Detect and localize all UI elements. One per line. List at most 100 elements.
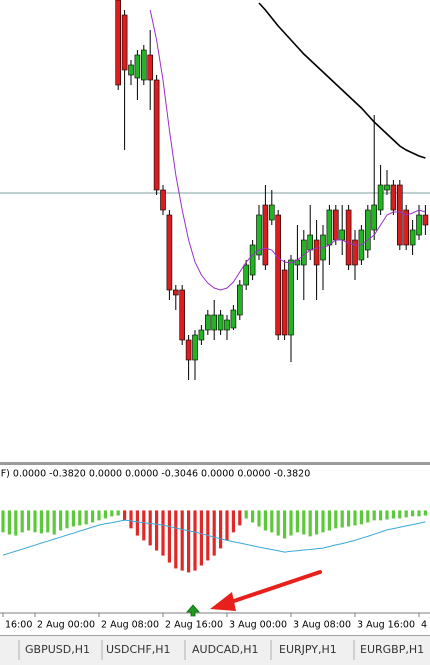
histogram-bar [244,510,248,519]
histogram-bar [270,510,274,533]
histogram-bar [52,510,56,535]
histogram-bar [123,510,127,521]
tab-label[interactable]: EURJPY,H1 [279,643,337,656]
candle-body [217,314,224,331]
candle-body [339,229,346,241]
histogram-bar [199,510,203,566]
candle-body [396,184,403,246]
histogram-bar [417,510,421,517]
tab[interactable]: GBPUSD,H1 [22,637,103,663]
histogram-bar [251,510,255,523]
histogram-bar [276,510,280,536]
candle-body [268,204,275,221]
histogram-bar [391,510,395,519]
tab-label[interactable]: EURGBP,H1 [360,643,424,656]
time-label: 4 [421,620,427,631]
signal-arrow [186,604,200,617]
histogram-bar [142,510,146,541]
window-separator [0,462,430,465]
histogram-bar [353,510,357,526]
histogram-bar [308,510,312,537]
tab-label[interactable]: GBPUSD,H1 [25,643,90,656]
candle-body [332,209,339,241]
histogram-bar [366,510,370,523]
candle-body [173,289,179,296]
histogram-bar [231,510,235,533]
time-label: 16:00 [5,620,32,631]
histogram-bar [1,510,5,533]
candle-body [256,214,262,256]
histogram-bar [84,510,88,525]
time-label: 3 Aug 08:00 [293,620,351,631]
histogram-bar [225,510,229,541]
time-axis: 16:00 2 Aug 00:00 2 Aug 08:00 2 Aug 16:00 3 … [2,613,427,631]
histogram-bar [212,510,216,556]
candle-body [288,259,294,336]
tab-label[interactable]: USDCHF,H1 [106,643,171,656]
histogram-bar [20,510,24,533]
histogram-bar [33,510,37,533]
tab[interactable]: EURGBP,H1 [357,637,430,663]
time-label: 3 Aug 00:00 [229,620,287,631]
histogram-bar [327,510,331,531]
candle-body [211,314,217,331]
indicator-label: (F) 0.0000 -0.3820 0.0000 0.0000 -0.3046… [0,469,310,480]
time-label: 2 Aug 16:00 [165,620,223,631]
candle-body [409,229,416,246]
tab[interactable]: EURJPY,H1 [276,637,355,663]
histogram-bar [116,510,120,516]
candle-body [307,234,314,251]
candle-body [243,264,249,286]
histogram-bar [295,510,299,533]
candle-body [262,204,269,266]
candle-body [422,214,429,226]
candle-body [224,319,230,331]
candle-body [313,239,320,266]
histogram-bar [103,510,107,519]
histogram-bar [379,510,383,521]
candle-body [300,239,307,266]
moving-average [258,2,426,159]
tab[interactable]: USDCHF,H1 [103,637,186,663]
candle-body [115,0,121,86]
time-label: 2 Aug 08:00 [101,620,159,631]
signal-line [2,519,426,556]
tab[interactable]: AUDCAD,H1 [189,637,272,663]
tabs: GBPUSD,H1 USDCHF,H1 AUDCAD,H1 EURJPY,H1 EURG… [18,637,430,663]
histogram-bar [180,510,184,571]
histogram-bar [174,510,178,569]
tab-label[interactable]: AUDCAD,H1 [192,643,259,656]
histogram-bar [385,510,389,520]
histogram-bar [238,510,242,526]
candle-body [192,334,198,361]
candle-body [160,189,166,211]
histogram-bar [27,510,31,531]
histogram-bar [347,510,351,527]
candle-body [198,329,205,341]
histogram-bar [155,510,159,551]
histogram-bar [193,510,197,571]
histogram-bar [289,510,293,536]
candle-body [416,214,422,236]
candle-body [205,314,211,331]
candle-body [147,54,153,81]
moving-average [149,9,426,291]
candle-body [281,269,288,336]
histogram-bar [59,510,63,531]
histogram-bar [340,510,344,528]
histogram-bar [372,510,376,521]
histogram-bar [411,510,415,517]
annotation-arrow [210,570,322,611]
indicator-window [1,510,427,573]
histogram-bar [91,510,95,523]
histogram-bar [161,510,165,556]
histogram-bar [219,510,223,549]
tab-background [357,637,430,663]
candle-body [237,284,243,316]
histogram-bar [110,510,114,517]
candle-body [134,54,141,79]
candle-body [390,184,397,211]
tab-background [276,637,352,663]
